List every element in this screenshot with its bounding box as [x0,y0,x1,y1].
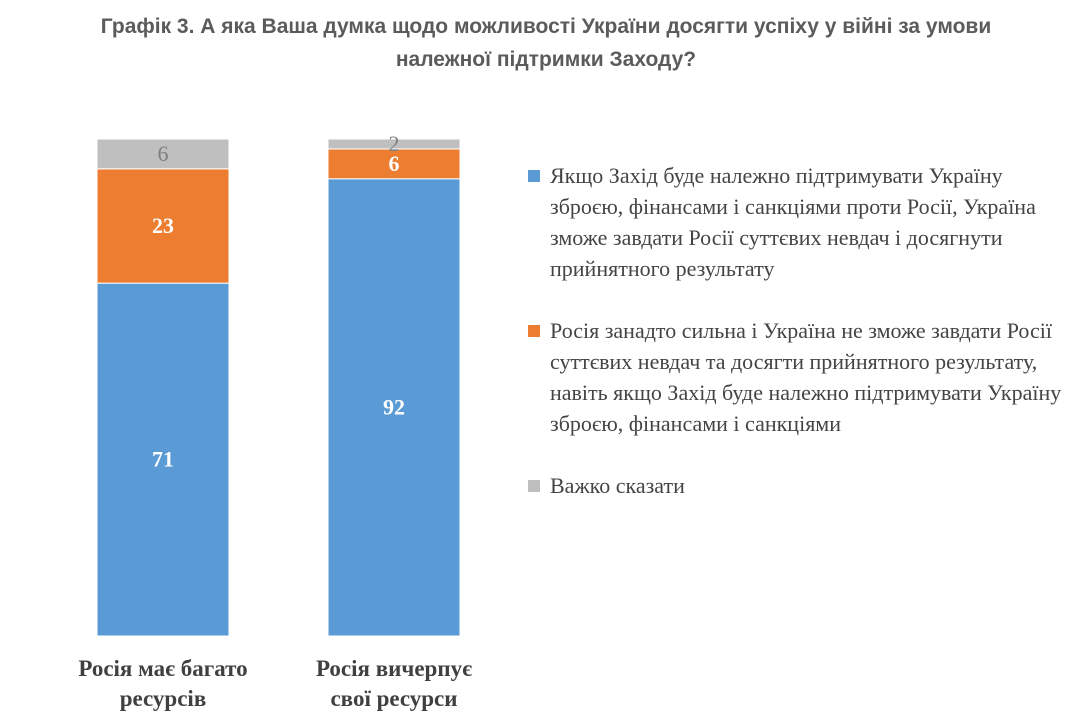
legend-item-series-1: Якщо Захід буде належно підтримувати Укр… [528,160,1068,284]
bar-segment-c1-s3 [96,138,230,170]
legend-label-series-3: Важко сказати [550,473,685,498]
bar-segment-c1-s2 [96,168,230,284]
chart-title: Графік 3. А яка Ваша думка щодо можливос… [0,10,1092,76]
chart-title-line-1: Графік 3. А яка Ваша думка щодо можливос… [100,15,992,38]
legend-item-series-3: Важко сказати [528,470,1068,501]
chart-legend: Якщо Захід буде належно підтримувати Укр… [528,160,1068,532]
bar-segment-c1-s1 [96,282,230,637]
data-label-c2-s1: 92 [383,394,405,419]
bar-segment-c2-s2 [327,148,461,180]
legend-item-series-2: Росія занадто сильна і Україна не зможе … [528,315,1068,439]
data-label-c1-s2: 23 [152,213,174,238]
category-label-1-line-1: Росія має багато [78,656,247,681]
data-label-c1-s3: 6 [158,141,169,166]
category-label-2-line-1: Росія вичерпує [316,656,472,681]
bar-segment-c2-s3 [327,138,461,150]
data-label-c1-s1: 71 [152,447,174,472]
data-label-c2-s2: 6 [389,151,400,176]
legend-swatch-series-2 [528,325,540,337]
legend-swatch-series-1 [528,170,540,182]
legend-label-series-2: Росія занадто сильна і Україна не зможе … [550,318,1062,436]
category-label-2-line-2: свої ресурси [330,686,457,711]
legend-swatch-series-3 [528,480,540,492]
data-label-c2-s3: 2 [389,131,400,156]
chart-title-line-2: належної підтримки Заходу? [395,48,697,71]
legend-label-series-1: Якщо Захід буде належно підтримувати Укр… [550,163,1036,281]
bar-segment-c2-s1 [327,178,461,637]
category-label-1-line-2: ресурсів [120,686,207,711]
